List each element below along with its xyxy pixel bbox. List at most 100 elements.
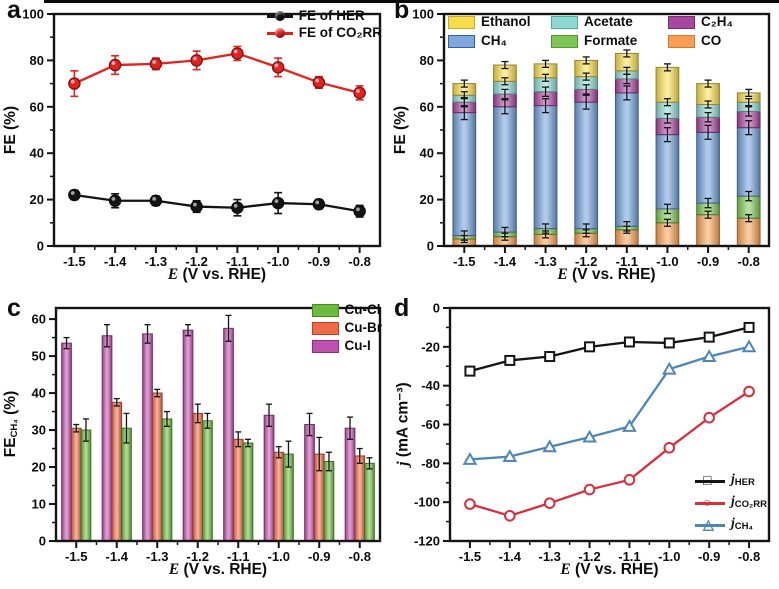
panel-c-legend: Cu-Cl Cu-Br Cu-I	[311, 302, 383, 354]
svg-text:-1.2: -1.2	[575, 254, 597, 269]
series-1	[464, 385, 755, 522]
legend-item-co2rr: FE of CO₂RR	[266, 25, 382, 41]
svg-text:30: 30	[32, 423, 46, 438]
svg-text:-1.4: -1.4	[494, 254, 517, 269]
panel-d-ylabel: j (mA cm⁻³)	[394, 382, 412, 466]
chart-c-plot: 0 10 20 30 40 50 60 -1.5 -1.4 -1.3 -1.2 -1.1 -1.0 -0.…	[32, 306, 382, 564]
panel-c-label: c	[7, 294, 21, 322]
jco2rr-line-marker-icon: ○	[695, 495, 726, 510]
svg-text:-0.8: -0.8	[348, 254, 370, 269]
legend-label: FE of HER	[298, 8, 365, 23]
series-0	[68, 188, 366, 218]
jch4-line-marker-icon: △	[695, 517, 726, 532]
legend-item-ethanol: Ethanol	[448, 14, 551, 30]
co-swatch-icon	[668, 34, 695, 48]
series-1	[68, 45, 366, 101]
panel-b: 0 20 40 60 80 100 -1.5 -1.4 -1.3 -1.2 -1.1 -1.0 -0.9…	[390, 0, 779, 294]
axes-layer: 0 20 40 60 80 100 -1.5 -1.4 -1.3 -1.2 -1.1 -1.0 -0.9…	[22, 7, 371, 270]
legend-item-formate: Formate	[551, 33, 668, 49]
acetate-swatch-icon	[551, 15, 578, 29]
cucl-swatch-icon	[311, 303, 339, 317]
her-line-marker-icon	[266, 9, 293, 23]
panel-b-ylabel: FE (%)	[392, 105, 409, 155]
series-0	[464, 321, 755, 377]
panel-a-ylabel: FE (%)	[2, 105, 19, 155]
svg-text:10: 10	[32, 497, 46, 512]
panel-c: 0 10 20 30 40 50 60 -1.5 -1.4 -1.3 -1.2 -1.1 -1.0 -0.…	[0, 294, 390, 589]
plot-frame	[442, 12, 771, 248]
svg-text:100: 100	[412, 7, 434, 22]
svg-text:20: 20	[420, 192, 434, 207]
svg-text:-0.9: -0.9	[698, 549, 720, 564]
panel-b-label: b	[394, 0, 410, 24]
plot-frame	[52, 12, 382, 248]
panel-a-legend: FE of HER FE of CO₂RR	[266, 8, 382, 41]
legend-item-cui: Cu-I	[311, 338, 383, 354]
svg-text:-80: -80	[421, 456, 440, 471]
series-layer	[452, 49, 761, 247]
ch4-swatch-icon	[448, 34, 475, 48]
panel-d-xlabel: E (V vs. RHE)	[560, 561, 659, 578]
c2h4-swatch-icon	[668, 15, 695, 29]
svg-text:0: 0	[39, 534, 46, 549]
chart-b-plot: 0 20 40 60 80 100 -1.5 -1.4 -1.3 -1.2 -1.1 -1.0 -0.9…	[412, 7, 771, 269]
svg-text:0: 0	[37, 239, 44, 254]
svg-text:-1.2: -1.2	[187, 549, 209, 564]
series-2	[80, 410, 375, 542]
svg-text:-1.5: -1.5	[65, 549, 87, 564]
svg-text:-1.5: -1.5	[459, 549, 481, 564]
svg-text:-1.0: -1.0	[268, 549, 290, 564]
svg-text:-1.2: -1.2	[185, 254, 207, 269]
panel-a: 0 20 40 60 80 100 -1.5 -1.4 -1.3 -1.2 -1.1 -1.0 -0.9…	[0, 0, 390, 294]
panel-d-label: d	[394, 294, 410, 322]
svg-text:-1.4: -1.4	[104, 254, 127, 269]
panel-b-xlabel: E (V vs. RHE)	[557, 266, 656, 283]
svg-text:-1.0: -1.0	[656, 254, 678, 269]
legend-label: FE of CO₂RR	[298, 25, 382, 40]
chart-d-plot: 0 -20 -40 -60 -80 -100 -120 -1.5 -1.4 -1.3 -1.2 -1.…	[414, 301, 771, 564]
svg-text:-0.9: -0.9	[697, 254, 719, 269]
svg-text:-1.2: -1.2	[578, 549, 600, 564]
svg-text:20: 20	[32, 460, 46, 475]
svg-text:-1.1: -1.1	[226, 254, 248, 269]
panel-d-legend: □ jHER ○ jCO₂RR △ jCH₄	[695, 471, 767, 535]
formate-swatch-icon	[551, 34, 578, 48]
svg-text:-0.9: -0.9	[308, 549, 330, 564]
svg-text:-1.5: -1.5	[63, 254, 85, 269]
panel-c-xlabel: E (V vs. RHE)	[168, 561, 268, 578]
legend-item-co: CO	[668, 33, 763, 49]
legend-item-acetate: Acetate	[551, 14, 668, 30]
panel-b-legend: Ethanol Acetate C₂H₄ CH₄ Formate CO	[448, 14, 763, 49]
series-1	[70, 388, 366, 542]
svg-text:-1.4: -1.4	[106, 549, 129, 564]
svg-text:-100: -100	[414, 495, 440, 510]
svg-text:-1.3: -1.3	[534, 254, 556, 269]
svg-text:-20: -20	[421, 339, 440, 354]
co2rr-line-marker-icon	[266, 26, 293, 40]
chart-a-plot: 0 20 40 60 80 100 -1.5 -1.4 -1.3 -1.2 -1.1 -1.0 -0.9…	[22, 7, 382, 270]
svg-text:40: 40	[32, 386, 46, 401]
jher-line-marker-icon: □	[695, 473, 726, 488]
svg-text:60: 60	[32, 312, 46, 327]
svg-text:40: 40	[30, 146, 44, 161]
svg-text:60: 60	[30, 99, 44, 114]
svg-text:-40: -40	[421, 378, 440, 393]
series-0	[452, 214, 761, 247]
series-layer	[68, 45, 366, 218]
axes-layer: 0 10 20 30 40 50 60 -1.5 -1.4 -1.3 -1.2 -1.1 -1.0 -0.…	[32, 312, 371, 564]
plot-frame	[448, 306, 771, 543]
legend-item-jco2rr: ○ jCO₂RR	[695, 493, 767, 513]
series-2	[462, 339, 757, 465]
cui-swatch-icon	[311, 339, 339, 353]
svg-text:20: 20	[30, 192, 44, 207]
panel-a-label: a	[7, 0, 21, 24]
svg-text:-60: -60	[421, 417, 440, 432]
svg-text:-1.3: -1.3	[145, 254, 167, 269]
svg-text:-1.3: -1.3	[538, 549, 560, 564]
svg-text:80: 80	[30, 53, 44, 68]
ethanol-swatch-icon	[448, 15, 475, 29]
svg-text:100: 100	[22, 7, 44, 22]
svg-text:-120: -120	[414, 534, 440, 549]
svg-text:-1.0: -1.0	[658, 549, 680, 564]
